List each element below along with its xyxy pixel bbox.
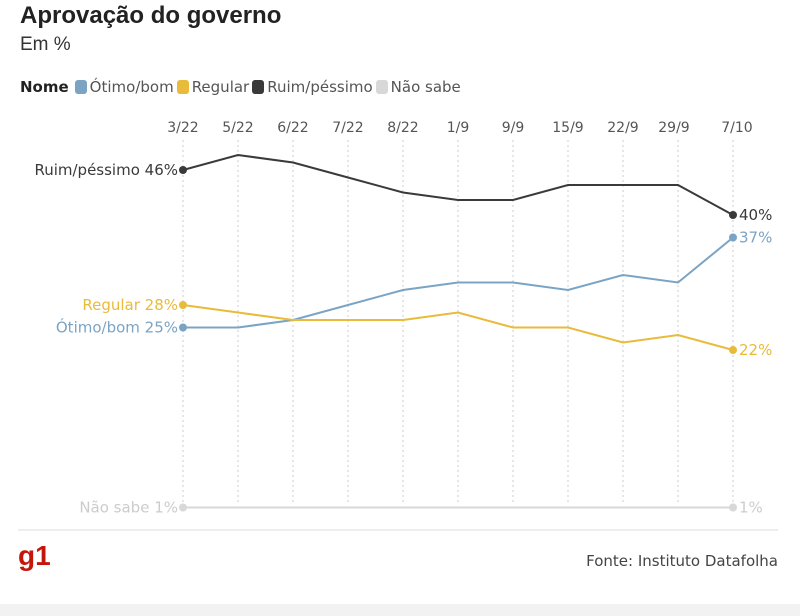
end-data-label: 37% bbox=[739, 229, 772, 247]
footer-bar bbox=[0, 604, 800, 616]
chart-subtitle: Em % bbox=[20, 34, 71, 55]
x-tick-label: 3/22 bbox=[167, 120, 198, 136]
legend-label: Regular bbox=[191, 78, 250, 96]
data-point bbox=[729, 503, 737, 512]
x-tick-label: 29/9 bbox=[658, 120, 689, 136]
start-data-label: Regular 28% bbox=[82, 296, 178, 314]
x-tick-label: 7/22 bbox=[332, 120, 363, 136]
chart-title: Aprovação do governo bbox=[20, 2, 282, 29]
g1-logo: g1 bbox=[18, 540, 51, 571]
start-data-label: Não sabe 1% bbox=[79, 499, 178, 517]
x-tick-label: 22/9 bbox=[607, 120, 638, 136]
x-tick-label: 7/10 bbox=[721, 120, 752, 136]
legend-item[interactable]: Ótimo/bom bbox=[74, 78, 174, 96]
legend-label: Ótimo/bom bbox=[89, 78, 174, 96]
data-point bbox=[729, 233, 737, 242]
end-data-label: 40% bbox=[739, 206, 772, 224]
legend-swatch bbox=[252, 80, 265, 94]
legend-swatch bbox=[176, 80, 189, 94]
data-point bbox=[179, 166, 187, 174]
data-point bbox=[179, 323, 187, 332]
start-data-label: Ótimo/bom 25% bbox=[56, 318, 178, 337]
data-point bbox=[179, 503, 187, 512]
series-line bbox=[182, 153, 734, 216]
x-tick-label: 5/22 bbox=[222, 120, 253, 136]
x-tick-label: 8/22 bbox=[387, 120, 418, 136]
series-line bbox=[183, 236, 734, 329]
legend-item[interactable]: Regular bbox=[176, 78, 250, 96]
legend-label: Não sabe bbox=[390, 78, 461, 96]
legend-title: Nome bbox=[20, 78, 69, 96]
series-line bbox=[182, 304, 734, 351]
legend-label: Ruim/péssimo bbox=[267, 78, 373, 96]
end-data-label: 22% bbox=[739, 341, 772, 359]
data-point bbox=[179, 301, 187, 309]
data-point bbox=[729, 211, 737, 219]
x-tick-label: 9/9 bbox=[502, 120, 525, 136]
x-tick-label: 15/9 bbox=[552, 120, 583, 136]
x-tick-label: 6/22 bbox=[277, 120, 308, 136]
legend-swatch bbox=[74, 80, 87, 94]
legend-item[interactable]: Não sabe bbox=[375, 78, 461, 96]
legend-item[interactable]: Ruim/péssimo bbox=[252, 78, 373, 96]
x-tick-label: 1/9 bbox=[447, 120, 470, 136]
source-note: Fonte: Instituto Datafolha bbox=[586, 552, 778, 570]
start-data-label: Ruim/péssimo 46% bbox=[34, 161, 178, 179]
end-data-label: 1% bbox=[739, 499, 763, 517]
legend-swatch bbox=[375, 80, 388, 94]
legend: Nome Ótimo/bom Regular Ruim/péssimo Não sab… bbox=[20, 78, 464, 96]
data-point bbox=[729, 346, 737, 354]
